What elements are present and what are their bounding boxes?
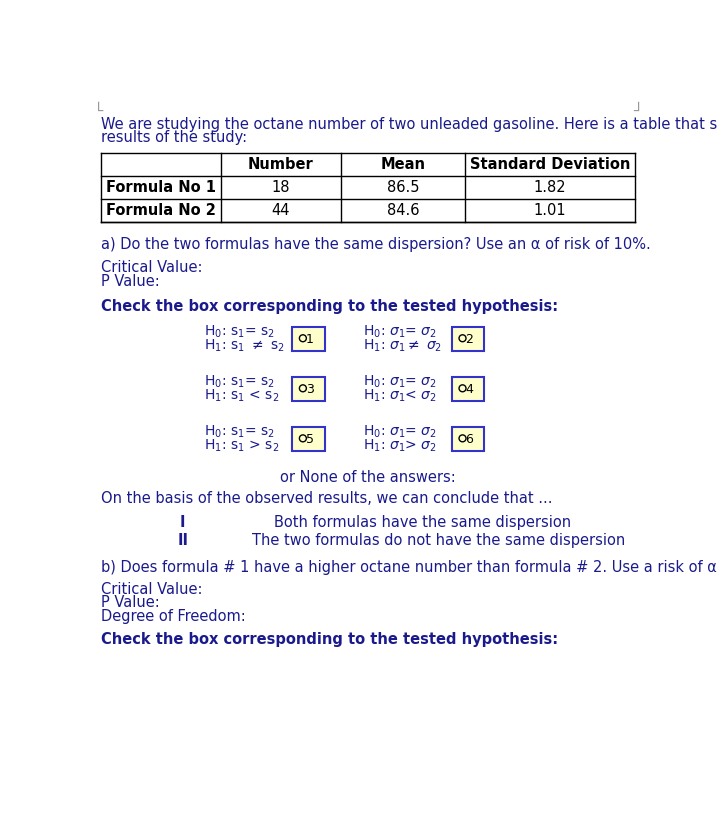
Text: 84.6: 84.6 [386, 203, 419, 218]
Text: 5: 5 [306, 432, 314, 446]
Text: 1.82: 1.82 [533, 180, 567, 195]
Text: Critical Value:: Critical Value: [101, 261, 202, 276]
FancyBboxPatch shape [292, 377, 325, 401]
Text: Check the box corresponding to the tested hypothesis:: Check the box corresponding to the teste… [101, 632, 558, 646]
Text: Formula No 1: Formula No 1 [106, 180, 215, 195]
Text: H$_1$: s$_1$ $\neq$ s$_2$: H$_1$: s$_1$ $\neq$ s$_2$ [205, 338, 285, 354]
Text: H$_1$: $\sigma_1$$\neq$ $\sigma_2$: H$_1$: $\sigma_1$$\neq$ $\sigma_2$ [363, 338, 442, 354]
Text: The two formulas do not have the same dispersion: The two formulas do not have the same di… [252, 533, 625, 548]
Text: H$_0$: s$_1$= s$_2$: H$_0$: s$_1$= s$_2$ [205, 424, 275, 441]
Text: 86.5: 86.5 [386, 180, 419, 195]
FancyBboxPatch shape [292, 327, 325, 351]
Text: or None of the answers:: or None of the answers: [280, 470, 456, 485]
Text: 4: 4 [465, 383, 473, 395]
Text: H$_1$: s$_1$ > s$_2$: H$_1$: s$_1$ > s$_2$ [205, 438, 280, 454]
Text: P Value:: P Value: [101, 274, 159, 289]
Text: results of the study:: results of the study: [101, 130, 247, 145]
FancyBboxPatch shape [452, 377, 484, 401]
Text: b) Does formula # 1 have a higher octane number than formula # 2. Use a risk of : b) Does formula # 1 have a higher octane… [101, 560, 718, 575]
Text: Number: Number [248, 156, 314, 171]
Text: H$_1$: $\sigma_1$< $\sigma_2$: H$_1$: $\sigma_1$< $\sigma_2$ [363, 388, 437, 404]
Text: ┘: ┘ [633, 104, 643, 120]
Text: Both formulas have the same dispersion: Both formulas have the same dispersion [274, 515, 572, 529]
FancyBboxPatch shape [452, 327, 484, 351]
Text: Degree of Freedom:: Degree of Freedom: [101, 609, 246, 624]
Text: On the basis of the observed results, we can conclude that ...: On the basis of the observed results, we… [101, 492, 552, 507]
Text: H$_0$: $\sigma_1$= $\sigma_2$: H$_0$: $\sigma_1$= $\sigma_2$ [363, 374, 437, 390]
Text: H$_0$: $\sigma_1$= $\sigma_2$: H$_0$: $\sigma_1$= $\sigma_2$ [363, 324, 437, 340]
Text: II: II [177, 533, 188, 548]
Text: Formula No 2: Formula No 2 [106, 203, 215, 218]
Text: a) Do the two formulas have the same dispersion? Use an α of risk of 10%.: a) Do the two formulas have the same dis… [101, 237, 651, 252]
Text: H$_0$: s$_1$= s$_2$: H$_0$: s$_1$= s$_2$ [205, 374, 275, 390]
Text: 1.01: 1.01 [533, 203, 567, 218]
Text: 44: 44 [271, 203, 290, 218]
Text: H$_0$: s$_1$= s$_2$: H$_0$: s$_1$= s$_2$ [205, 324, 275, 340]
Text: I: I [180, 515, 185, 529]
FancyBboxPatch shape [452, 427, 484, 451]
Text: P Value:: P Value: [101, 595, 159, 610]
Text: 2: 2 [465, 333, 473, 345]
Text: Check the box corresponding to the tested hypothesis:: Check the box corresponding to the teste… [101, 299, 558, 314]
Text: H$_0$: $\sigma_1$= $\sigma_2$: H$_0$: $\sigma_1$= $\sigma_2$ [363, 424, 437, 441]
Text: We are studying the octane number of two unleaded gasoline. Here is a table that: We are studying the octane number of two… [101, 117, 718, 132]
Text: Critical Value:: Critical Value: [101, 582, 202, 597]
Text: └: └ [93, 104, 103, 120]
Text: 3: 3 [306, 383, 314, 395]
Text: Standard Deviation: Standard Deviation [470, 156, 630, 171]
FancyBboxPatch shape [292, 427, 325, 451]
Text: 6: 6 [465, 432, 473, 446]
Text: Mean: Mean [381, 156, 425, 171]
Text: 18: 18 [271, 180, 290, 195]
Text: H$_1$: $\sigma_1$> $\sigma_2$: H$_1$: $\sigma_1$> $\sigma_2$ [363, 438, 437, 454]
Text: 1: 1 [306, 333, 314, 345]
Text: H$_1$: s$_1$ < s$_2$: H$_1$: s$_1$ < s$_2$ [205, 388, 280, 404]
